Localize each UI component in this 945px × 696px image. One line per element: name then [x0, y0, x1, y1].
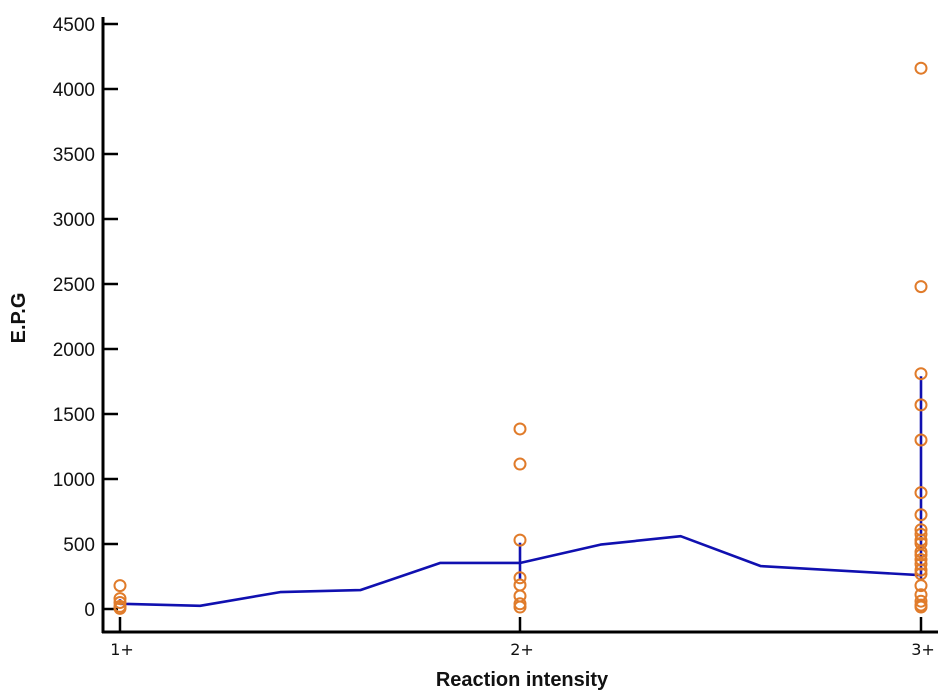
data-point: [513, 533, 527, 547]
data-point: [914, 61, 928, 75]
data-point: [113, 596, 127, 609]
y-tick-label: 1500: [53, 405, 95, 426]
data-point: [914, 398, 928, 412]
y-axis-title: E.P.G: [8, 293, 30, 344]
data-point: [914, 280, 928, 294]
data-point: [914, 367, 928, 381]
y-tick-label: 1000: [53, 470, 95, 491]
data-point: [914, 527, 928, 541]
x-tick-label: 1+: [110, 640, 134, 659]
x-axis: 1+ 2+ 3+: [102, 617, 938, 659]
x-axis-title: Reaction intensity: [436, 669, 609, 691]
data-point: [914, 563, 928, 577]
y-axis: 0 500 1000 1500 2000 2500 3000 3500 4000 4500: [53, 15, 118, 633]
data-point: [513, 578, 527, 592]
data-point: [113, 592, 127, 606]
scatter-points: [113, 61, 928, 615]
data-point: [513, 571, 527, 585]
data-point: [914, 557, 928, 571]
y-tick-label: 2500: [53, 275, 95, 296]
data-point: [914, 486, 928, 500]
data-point: [113, 601, 127, 615]
data-point: [113, 579, 127, 593]
trend-polyline: [119, 534, 922, 608]
y-tick-label: 4500: [53, 15, 95, 36]
data-point: [513, 422, 527, 436]
y-tick-label: 3000: [53, 210, 95, 231]
data-point: [914, 600, 928, 614]
data-point: [914, 508, 928, 522]
data-point: [914, 579, 928, 593]
data-point: [513, 457, 527, 471]
data-point: [914, 548, 928, 562]
y-tick-label: 3500: [53, 145, 95, 166]
y-tick-label: 500: [63, 535, 95, 556]
x-tick-label: 2+: [510, 640, 534, 659]
y-tick-label: 4000: [53, 80, 95, 101]
y-tick-label: 0: [84, 600, 95, 621]
data-point: [914, 594, 928, 608]
data-point: [914, 433, 928, 447]
y-tick-label: 2000: [53, 340, 95, 361]
trend-line: [119, 534, 922, 608]
x-tick-label: 3+: [911, 640, 935, 659]
data-point: [513, 600, 527, 614]
